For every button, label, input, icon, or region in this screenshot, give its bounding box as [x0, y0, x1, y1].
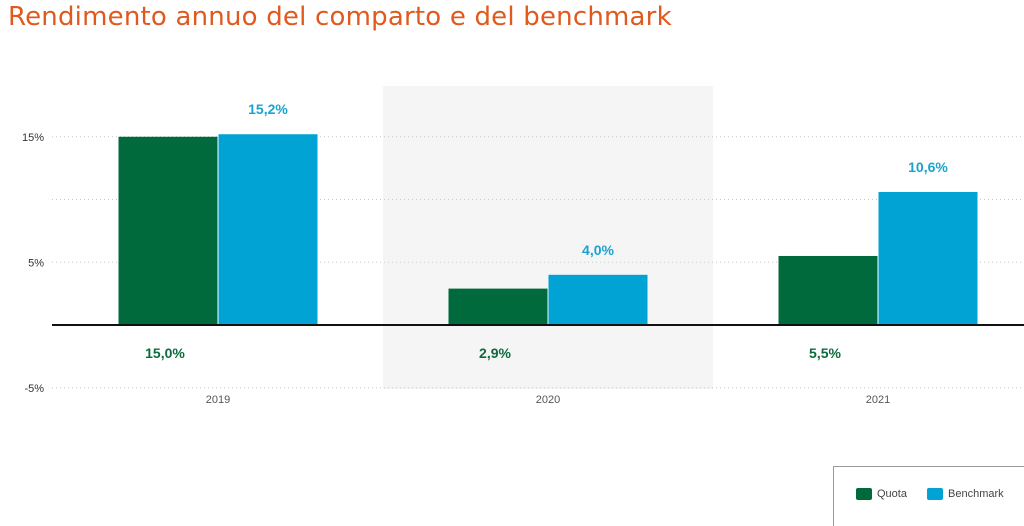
bar-quota-2021 [778, 255, 878, 325]
legend-label-benchmark: Benchmark [948, 488, 1004, 500]
bar-chart: 15% 5% -5% 15,0% 15,2% 2,9% 4,0% 5,5% 10,6% 2019 2… [21, 86, 1024, 406]
legend-swatch-quota [856, 488, 872, 500]
bar-benchmark-2019 [218, 134, 318, 325]
data-label-quota-2021: 5,5% [809, 345, 841, 361]
data-label-benchmark-2020: 4,0% [582, 242, 614, 258]
x-category-label: 2019 [206, 394, 230, 406]
legend: Quota Benchmark [833, 466, 1024, 526]
bar-quota-2020 [448, 288, 548, 325]
legend-label-quota: Quota [877, 488, 907, 500]
bar-benchmark-2020 [548, 274, 648, 325]
x-category-label: 2021 [866, 394, 890, 406]
y-tick-label: -5% [24, 383, 44, 395]
legend-item-quota: Quota [856, 488, 907, 500]
data-label-quota-2019: 15,0% [145, 345, 185, 361]
chart-title: Rendimento annuo del comparto e del benc… [8, 2, 672, 32]
data-label-benchmark-2019: 15,2% [248, 101, 288, 117]
highlight-band [383, 86, 713, 389]
legend-swatch-benchmark [927, 488, 943, 500]
bar-quota-2019 [118, 136, 218, 325]
data-label-quota-2020: 2,9% [479, 345, 511, 361]
data-label-benchmark-2021: 10,6% [908, 159, 948, 175]
y-tick-label: 5% [28, 257, 44, 269]
bar-benchmark-2021 [878, 191, 978, 325]
x-category-label: 2020 [536, 394, 560, 406]
legend-item-benchmark: Benchmark [927, 488, 1004, 500]
y-tick-label: 15% [22, 132, 44, 144]
